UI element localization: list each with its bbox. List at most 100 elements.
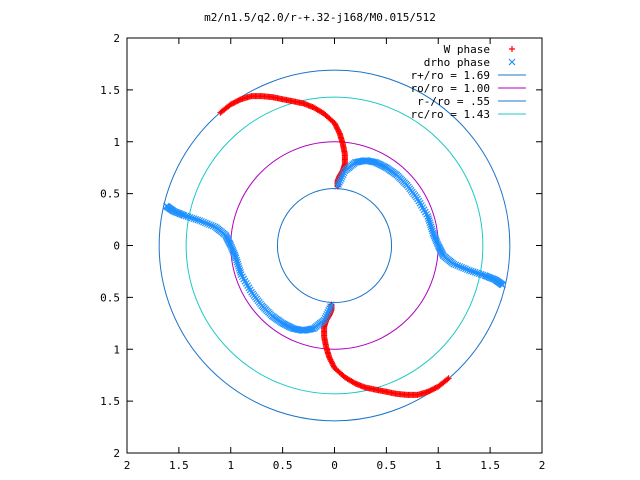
x-tick-label: 1.5 [169, 459, 189, 472]
drho-phase-point [236, 266, 244, 274]
drho-phase-point [194, 216, 202, 224]
drho-phase-point [428, 225, 436, 233]
drho-phase-point [237, 269, 244, 276]
drho-phase-point [207, 221, 215, 229]
x-tick-label: 2 [124, 459, 131, 472]
legend-label: r-/ro = .55 [417, 95, 490, 108]
drho-phase-point [339, 171, 347, 179]
axis-ticks: 2 1.5 1 0.5 0 0.5 1 1.5 221.510.500.511.52 [100, 32, 545, 472]
drho-phase-point [454, 262, 462, 270]
drho-phase-point [334, 182, 342, 190]
legend-marker-plus [509, 46, 515, 52]
y-tick-label: 2 [113, 447, 120, 460]
drho-phase-point [456, 263, 464, 270]
drho-phase-point [336, 177, 344, 184]
drho-phase-point [325, 307, 333, 314]
y-tick-label: 1.5 [100, 84, 120, 97]
drho-phase-point [469, 268, 477, 276]
drho-phase-point [184, 213, 192, 221]
x-tick-label: 0.5 [273, 459, 293, 472]
chart-title: m2/n1.5/q2.0/r-+.32-j168/M0.015/512 [204, 11, 436, 24]
drho-phase-point [452, 261, 460, 269]
drho-phase-point [203, 220, 211, 228]
drho-phase-point [477, 270, 485, 278]
drho-phase-point [336, 179, 343, 186]
drho-phase-point [427, 221, 434, 229]
legend-label: W phase [444, 43, 490, 56]
legend-label: ro/ro = 1.00 [411, 82, 490, 95]
drho-phase-point [327, 303, 334, 311]
drho-phase-point [324, 308, 332, 316]
series-W-phase [217, 93, 452, 398]
drho-phase-point [188, 214, 196, 222]
x-tick-label: 1.5 [480, 459, 500, 472]
drho-phase-point [471, 268, 479, 276]
drho-phase-point [190, 215, 198, 223]
y-tick-label: 1 [113, 136, 120, 149]
y-tick-label: 2 [113, 32, 120, 45]
drho-phase-point [460, 264, 467, 272]
drho-phase-point [323, 310, 331, 318]
drho-phase-point [465, 266, 473, 274]
drho-phase-point [200, 218, 207, 226]
drho-phase-point [235, 264, 243, 272]
x-tick-label: 1 [227, 459, 234, 472]
drho-phase-point [464, 266, 471, 274]
drho-phase-point [425, 215, 432, 222]
drho-phase-point [198, 217, 205, 225]
y-tick-label: 0 [113, 240, 120, 253]
drho-phase-point [233, 256, 241, 264]
drho-phase-point [192, 215, 200, 223]
reference-circle [158, 69, 511, 422]
drho-phase-point [475, 270, 483, 278]
drho-phase-point [211, 223, 219, 231]
drho-phase-point [338, 173, 346, 181]
drho-phase-point [163, 202, 170, 210]
reference-circle [276, 187, 393, 304]
x-tick-label: 1 [435, 459, 442, 472]
drho-phase-point [322, 312, 330, 320]
x-tick-label: 0.5 [376, 459, 396, 472]
drho-phase-point [458, 263, 466, 271]
series-drho-phase [163, 157, 506, 334]
legend-label: r+/ro = 1.69 [411, 69, 490, 82]
drho-phase-point [462, 265, 469, 273]
drho-phase-point [205, 221, 213, 228]
y-tick-label: 0.5 [100, 291, 120, 304]
data-points [163, 93, 506, 398]
drho-phase-point [428, 227, 436, 235]
drho-phase-point [235, 262, 242, 270]
drho-phase-point [234, 260, 242, 268]
drho-phase-point [209, 222, 217, 230]
reference-circle [230, 141, 439, 350]
legend-label: drho phase [424, 56, 490, 69]
drho-phase-point [425, 217, 433, 225]
drho-phase-point [337, 175, 345, 183]
drho-phase-point [186, 213, 194, 221]
drho-phase-point [233, 258, 241, 266]
y-tick-label: 1.5 [100, 395, 120, 408]
drho-phase-point [202, 219, 209, 227]
drho-phase-point [467, 267, 475, 275]
y-tick-label: 0.5 [100, 188, 120, 201]
reference-circle [185, 96, 484, 395]
legend-marker-cross [508, 58, 516, 66]
drho-phase-point [369, 158, 377, 166]
drho-phase-point [426, 219, 434, 227]
drho-phase-point [326, 305, 333, 312]
drho-phase-point [237, 271, 245, 278]
drho-phase-point [424, 213, 432, 220]
drho-phase-point [196, 217, 204, 225]
drho-phase-point [327, 301, 335, 309]
drho-phase-point [473, 269, 481, 277]
drho-phase-point [335, 180, 342, 188]
drho-phase-point [427, 223, 435, 231]
x-tick-label: 2 [539, 459, 546, 472]
legend-label: rc/ro = 1.43 [411, 108, 490, 121]
drho-phase-point [292, 325, 300, 333]
drho-phase-point [450, 260, 458, 268]
y-tick-label: 1 [113, 343, 120, 356]
drho-phase-point [499, 281, 506, 289]
